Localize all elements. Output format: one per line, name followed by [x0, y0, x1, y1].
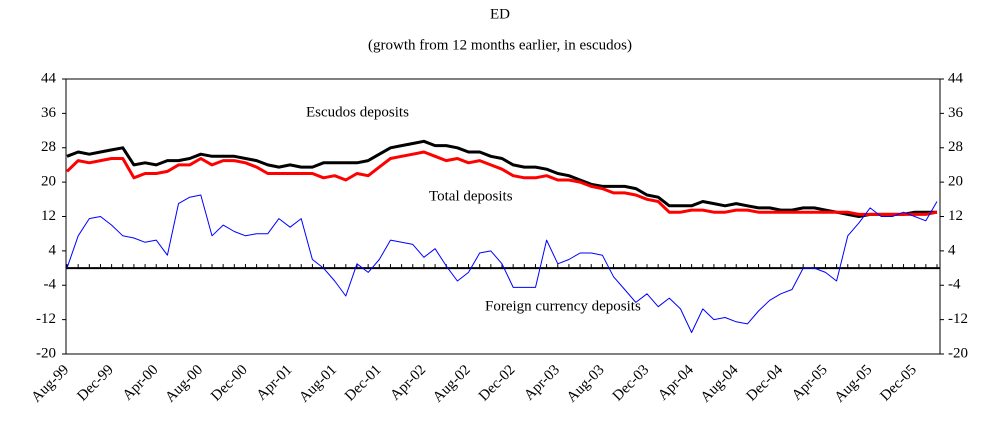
- x-tick-label: Apr-02: [387, 362, 429, 404]
- x-tick-label: Dec-01: [342, 362, 385, 405]
- series-line: [66, 194, 938, 333]
- chart-title: ED: [490, 6, 510, 22]
- y-tick-label: 36: [41, 105, 57, 121]
- series-line: [66, 139, 937, 218]
- x-tick-label: Apr-00: [120, 362, 162, 404]
- x-tick-label: Aug-04: [698, 362, 742, 406]
- y2-tick-label: -4: [948, 277, 961, 293]
- y2-tick-label: 36: [948, 105, 964, 121]
- y-tick-label: 12: [41, 208, 56, 224]
- series-line: [65, 150, 938, 216]
- y2-tick-label: 28: [948, 139, 963, 155]
- x-tick-label: Dec-00: [208, 362, 251, 405]
- x-tick-label: Aug-00: [162, 362, 206, 406]
- chart-subtitle: (growth from 12 months earlier, in escud…: [368, 37, 632, 53]
- x-tick-label: Apr-04: [655, 362, 697, 404]
- y-tick-label: 4: [49, 242, 57, 258]
- x-tick-label: Apr-05: [789, 362, 831, 404]
- y2-tick-label: 12: [948, 208, 963, 224]
- annotation: Foreign currency deposits: [485, 298, 641, 314]
- x-tick-label: Dec-02: [476, 362, 519, 405]
- y-tick-label: -12: [36, 311, 56, 327]
- annotation: Escudos deposits: [306, 104, 409, 120]
- x-tick-label: Aug-03: [564, 362, 608, 406]
- x-tick-label: Dec-99: [74, 362, 117, 405]
- y2-tick-label: -20: [948, 345, 968, 361]
- annotation: Total deposits: [429, 188, 513, 204]
- x-tick-label: Dec-03: [610, 362, 653, 405]
- y-tick-label: -4: [44, 277, 57, 293]
- y2-tick-label: 44: [948, 70, 964, 86]
- y-tick-label: -20: [36, 345, 56, 361]
- x-tick-label: Dec-05: [877, 362, 920, 405]
- y2-tick-label: -12: [948, 311, 968, 327]
- x-tick-label: Aug-05: [832, 362, 876, 406]
- y2-tick-label: 4: [948, 242, 956, 258]
- y-tick-label: 20: [41, 174, 56, 190]
- y2-tick-label: 20: [948, 174, 963, 190]
- x-tick-label: Dec-04: [744, 362, 787, 405]
- x-tick-label: Aug-01: [296, 362, 340, 406]
- x-tick-label: Aug-99: [29, 362, 73, 406]
- x-tick-label: Apr-03: [521, 362, 563, 404]
- x-tick-label: Apr-01: [254, 362, 296, 404]
- x-tick-label: Aug-02: [430, 362, 474, 406]
- y-tick-label: 28: [41, 139, 56, 155]
- y-tick-label: 44: [41, 70, 57, 86]
